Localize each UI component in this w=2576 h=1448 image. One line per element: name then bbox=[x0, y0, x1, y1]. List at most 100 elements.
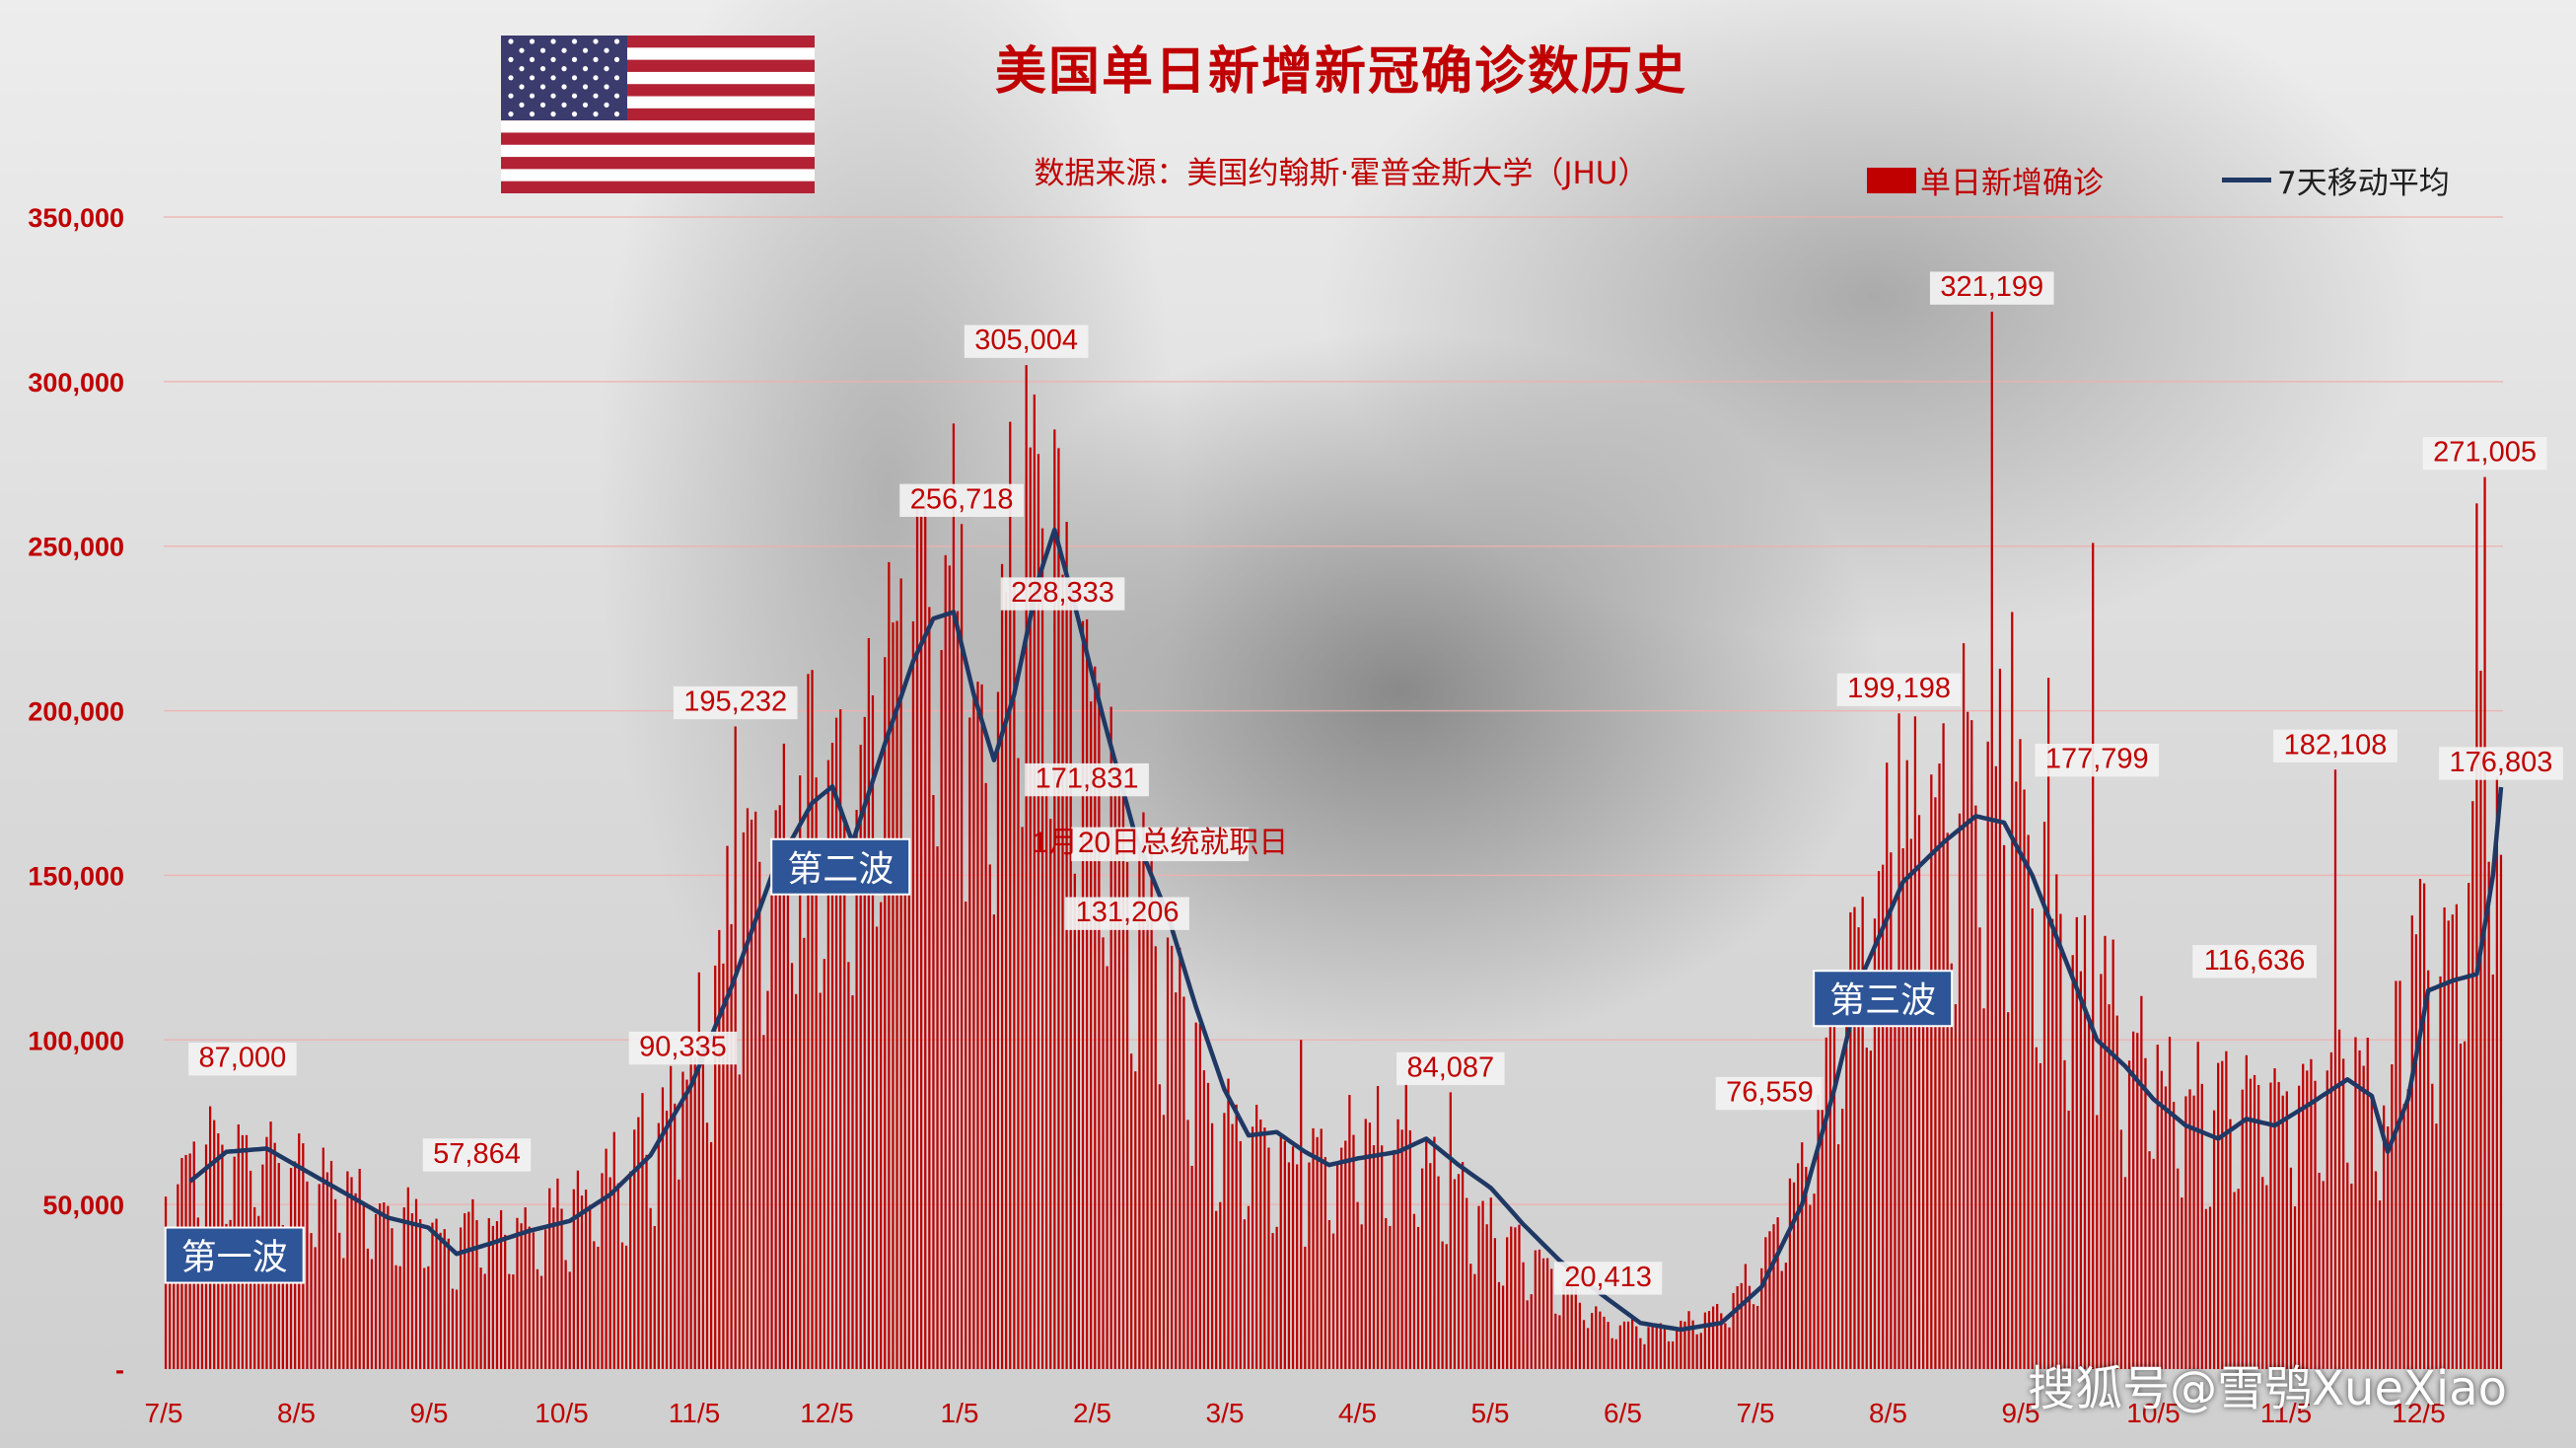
bar bbox=[1501, 1285, 1505, 1369]
bar bbox=[1437, 1176, 1440, 1369]
bar bbox=[1473, 1273, 1476, 1369]
bar bbox=[2281, 1095, 2284, 1369]
bar bbox=[1526, 1300, 1529, 1369]
data-label-text: 228,333 bbox=[1011, 577, 1114, 609]
bar bbox=[1545, 1258, 1549, 1369]
bar bbox=[1982, 1008, 1985, 1369]
bar bbox=[992, 914, 996, 1369]
bar bbox=[1890, 852, 1893, 1369]
bar bbox=[1942, 723, 1945, 1369]
bar bbox=[1412, 1213, 1416, 1369]
bar bbox=[2039, 1062, 2042, 1369]
bar bbox=[1643, 1343, 1646, 1369]
bar bbox=[2306, 1070, 2309, 1369]
bar bbox=[1724, 1323, 1727, 1369]
bar bbox=[2031, 907, 2034, 1369]
x-tick-label: 11/5 bbox=[2260, 1398, 2312, 1428]
bar bbox=[1550, 1268, 1553, 1369]
bar bbox=[1655, 1326, 1658, 1369]
bar bbox=[1967, 711, 1969, 1369]
data-label-text: 116,636 bbox=[2204, 945, 2306, 977]
bar bbox=[423, 1267, 426, 1369]
bar bbox=[1005, 592, 1008, 1369]
bar bbox=[641, 1093, 644, 1369]
bar bbox=[1215, 1210, 1218, 1369]
bar bbox=[314, 1247, 317, 1369]
x-tick-label: 11/5 bbox=[669, 1398, 720, 1428]
bar bbox=[512, 1273, 515, 1369]
bar bbox=[1610, 1338, 1613, 1369]
data-label-bg bbox=[964, 325, 1089, 358]
bar bbox=[956, 611, 960, 1369]
bar bbox=[532, 1232, 535, 1369]
data-label-bg bbox=[1929, 271, 2054, 305]
bar bbox=[1882, 864, 1885, 1369]
bar bbox=[406, 1187, 409, 1369]
bar bbox=[427, 1266, 430, 1369]
bar bbox=[1506, 1237, 1509, 1369]
bar bbox=[689, 1050, 692, 1369]
data-label-bg bbox=[1553, 1262, 1663, 1295]
bar bbox=[786, 847, 790, 1369]
bar bbox=[1986, 741, 1989, 1369]
data-label-text: 90,335 bbox=[639, 1032, 727, 1063]
chart-subtitle: 数据来源：美国约翰斯·霍普金斯大学（JHU） bbox=[1034, 156, 1649, 191]
x-tick-label: 5/5 bbox=[1471, 1398, 1510, 1428]
bar bbox=[1570, 1285, 1573, 1369]
bar bbox=[657, 1122, 660, 1369]
bar bbox=[645, 1154, 648, 1369]
bar bbox=[2463, 1041, 2467, 1369]
bar bbox=[2071, 955, 2074, 1369]
x-tick-label: 4/5 bbox=[1338, 1398, 1377, 1428]
wave-label-text: 第一波 bbox=[181, 1237, 288, 1277]
bar bbox=[2261, 1177, 2264, 1369]
bar bbox=[504, 1234, 507, 1369]
bar bbox=[1037, 454, 1040, 1369]
bar bbox=[2495, 776, 2498, 1369]
bar bbox=[1477, 1205, 1480, 1369]
bar bbox=[1703, 1312, 1707, 1369]
bar bbox=[1154, 946, 1157, 1369]
bar bbox=[742, 832, 746, 1369]
y-tick-label: 300,000 bbox=[28, 368, 124, 398]
bar bbox=[2402, 1104, 2405, 1369]
bar bbox=[790, 963, 794, 1369]
bar bbox=[1683, 1321, 1686, 1369]
bar bbox=[2168, 1037, 2172, 1369]
bar bbox=[1049, 819, 1052, 1369]
bar bbox=[620, 1242, 624, 1369]
bar bbox=[2225, 1050, 2228, 1369]
bar bbox=[1917, 815, 1921, 1369]
bar bbox=[1659, 1323, 1662, 1369]
bar bbox=[2015, 781, 2018, 1369]
bar bbox=[847, 962, 850, 1369]
bar bbox=[1626, 1321, 1630, 1369]
bar bbox=[1760, 1267, 1763, 1369]
bar bbox=[2075, 916, 2078, 1369]
bar bbox=[674, 1103, 677, 1369]
bar bbox=[2395, 980, 2397, 1369]
data-label: 321,199 bbox=[1929, 271, 2054, 305]
bar bbox=[1958, 813, 1962, 1369]
data-label: 84,087 bbox=[1396, 1051, 1505, 1086]
data-label-text: 76,559 bbox=[1726, 1077, 1814, 1109]
bar bbox=[2387, 1126, 2390, 1369]
bar bbox=[1530, 1294, 1533, 1369]
bar bbox=[1219, 1201, 1222, 1369]
bar bbox=[1013, 583, 1016, 1369]
data-label: 131,206 bbox=[1065, 897, 1189, 930]
bar bbox=[988, 864, 991, 1369]
bar bbox=[391, 1228, 394, 1369]
bar bbox=[1094, 666, 1097, 1369]
bar bbox=[2152, 1158, 2155, 1369]
bar bbox=[1676, 1327, 1679, 1369]
bar bbox=[1057, 448, 1060, 1369]
bar bbox=[928, 607, 931, 1369]
bar bbox=[2160, 1070, 2163, 1369]
bar bbox=[1372, 1145, 1376, 1369]
bar bbox=[616, 1183, 620, 1369]
data-label-text: 171,831 bbox=[1036, 763, 1139, 795]
legend-item-daily-cases: 单日新增确诊 bbox=[1867, 158, 2104, 202]
bar bbox=[2468, 883, 2470, 1369]
data-label-bg bbox=[1715, 1076, 1825, 1111]
